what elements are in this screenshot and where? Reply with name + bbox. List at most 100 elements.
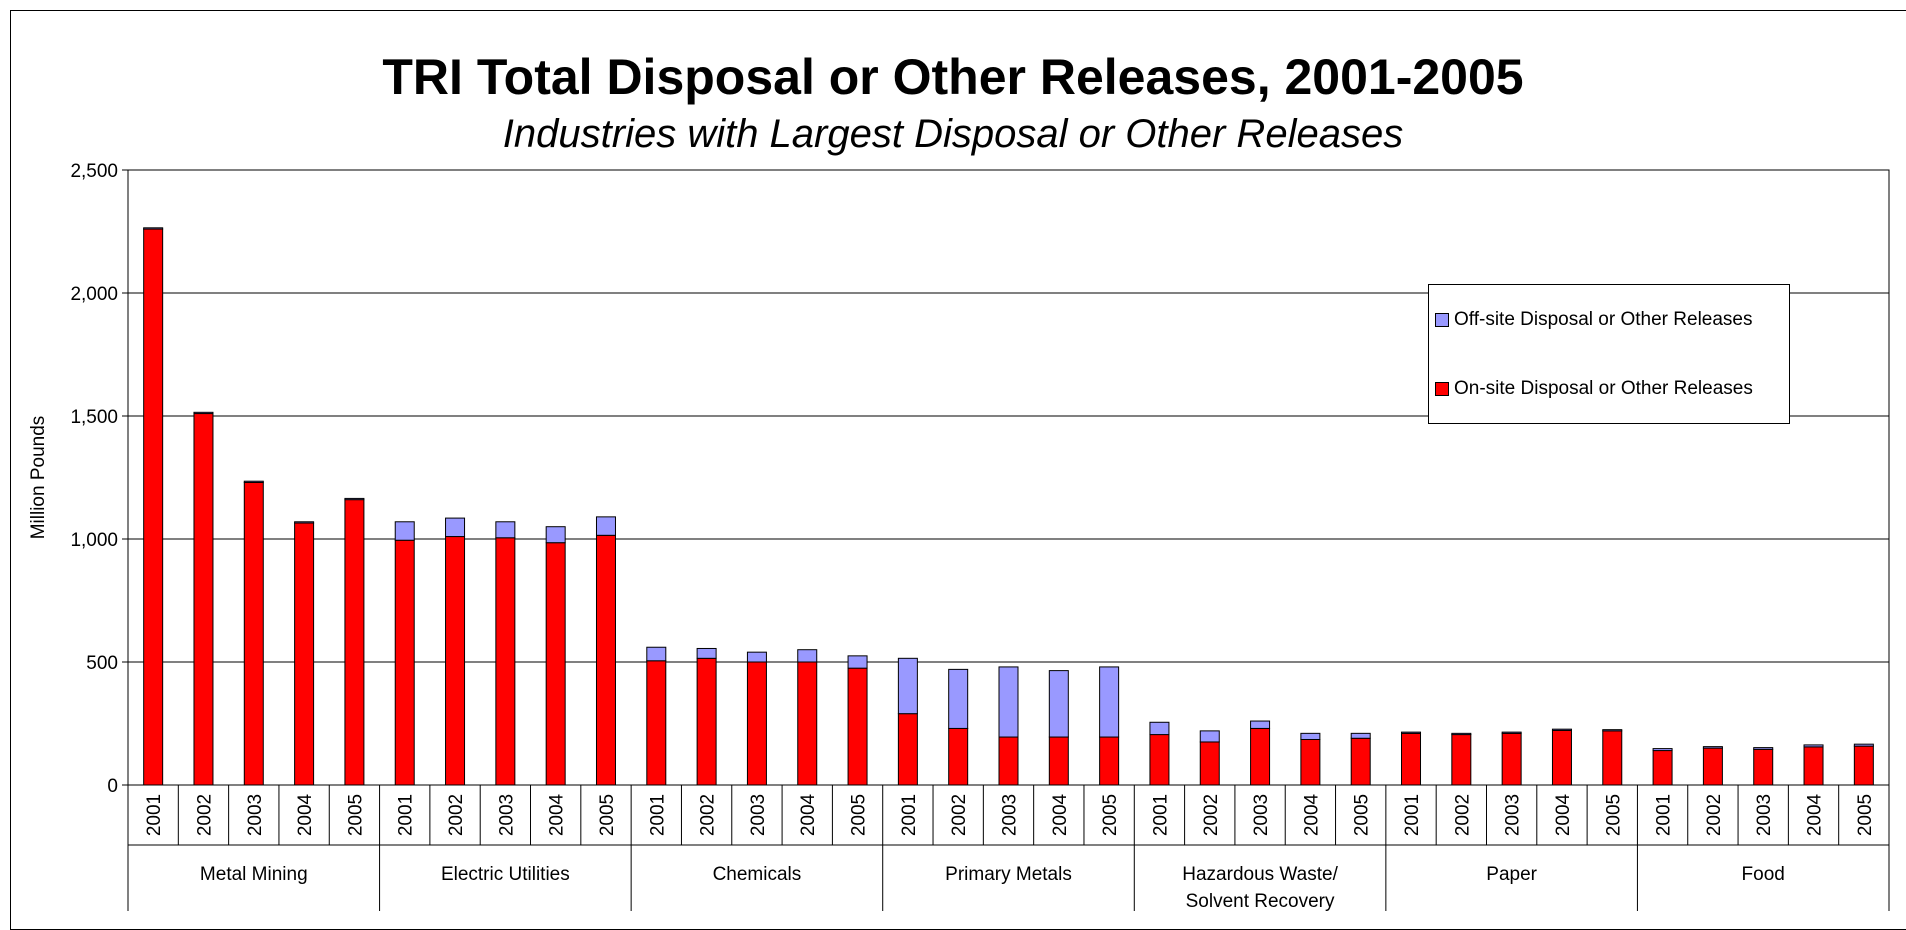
bar-onsite [595,534,616,786]
bar-offsite [595,516,616,536]
x-tick-label-year: 2003 [1754,794,1775,836]
bar-offsite [998,666,1019,738]
x-group-label: Food [1742,864,1785,885]
x-tick-label-year: 2003 [1503,794,1524,836]
bar-onsite [294,522,315,786]
x-tick-label-year: 2001 [144,794,165,836]
x-tick-label-year: 2001 [396,794,417,836]
y-tick-label: 0 [107,776,118,797]
bar-offsite [344,497,365,501]
bar-offsite [847,655,868,669]
bar-onsite [1401,732,1422,786]
x-tick-label-year: 2005 [1855,794,1876,836]
x-tick-label-year: 2005 [345,794,366,836]
bar-onsite [948,727,969,786]
x-tick-label-year: 2003 [1000,794,1021,836]
legend-swatch-onsite [1435,382,1449,396]
bar-offsite [696,647,717,659]
bar-onsite [1551,729,1572,786]
x-tick-label-year: 2004 [1805,793,1826,836]
x-tick-label-year: 2002 [949,794,970,836]
x-tick-label-year: 2001 [1150,794,1171,836]
y-axis-label: Million Pounds [28,416,49,540]
legend: Off-site Disposal or Other Releases On-s… [1428,284,1790,424]
x-tick-label-year: 2001 [1402,794,1423,836]
bar-offsite [1401,731,1422,734]
x-tick-label-year: 2005 [1603,794,1624,836]
bar-onsite [1350,737,1371,786]
legend-swatch-offsite [1435,313,1449,327]
legend-item-onsite: On-site Disposal or Other Releases [1435,378,1753,400]
bar-offsite [1551,728,1572,731]
bar-offsite [495,521,516,539]
bar-offsite [143,227,164,230]
bar-onsite [394,539,415,786]
bar-offsite [948,668,969,729]
bar-onsite [696,657,717,786]
bar-onsite [1753,748,1774,786]
x-group-label: Paper [1486,864,1537,885]
x-tick-label-year: 2003 [1251,794,1272,836]
bar-offsite [1099,666,1120,738]
bar-onsite [1803,746,1824,786]
x-tick-label-year: 2004 [798,793,819,836]
x-tick-label-year: 2003 [245,794,266,836]
bar-offsite [1702,746,1723,749]
bar-offsite [1048,670,1069,738]
bar-onsite [545,542,566,786]
x-tick-label-year: 2004 [1301,793,1322,836]
bar-offsite [1853,743,1874,747]
chart-subtitle: Industries with Largest Disposal or Othe… [502,112,1404,156]
legend-item-offsite: Off-site Disposal or Other Releases [1435,309,1753,331]
legend-label-onsite: On-site Disposal or Other Releases [1454,378,1753,399]
bar-onsite [797,661,818,786]
y-tick-label: 1,500 [70,407,118,428]
legend-label-offsite: Off-site Disposal or Other Releases [1454,309,1753,330]
y-tick-label: 2,000 [70,284,118,305]
bar-onsite [1300,738,1321,786]
bar-offsite [1149,721,1170,736]
bar-offsite [243,480,264,483]
x-group-label: Primary Metals [945,864,1072,885]
bar-onsite [1099,736,1120,786]
bar-onsite [1602,730,1623,786]
bar-onsite [1652,750,1673,786]
bar-onsite [495,537,516,786]
bar-onsite [344,499,365,786]
bar-onsite [847,667,868,786]
bar-offsite [1501,731,1522,734]
chart-canvas: 0 500 1,000 1,500 2,000 2,500 Million Pounds 20… [28,161,1890,911]
bar-onsite [1149,734,1170,786]
bar-onsite [1702,747,1723,786]
x-tick-label-year: 2005 [1352,794,1373,836]
bar-offsite [294,521,315,524]
x-group-label: Chemicals [713,864,802,885]
bar-offsite [545,526,566,544]
bar-onsite [897,713,918,786]
bar-offsite [1652,748,1673,752]
y-tick-label: 1,000 [70,530,118,551]
y-tick-label: 500 [86,653,118,674]
bar-offsite [394,521,415,541]
bar-offsite [1803,744,1824,748]
x-tick-label-year: 2004 [1050,793,1071,836]
x-tick-label-year: 2003 [496,794,517,836]
x-tick-label-year: 2005 [1100,794,1121,836]
bar-offsite [1250,720,1271,729]
bar-offsite [1350,732,1371,739]
x-tick-label-year: 2004 [547,793,568,836]
x-group-label: Solvent Recovery [1186,891,1335,911]
bar-offsite [1451,732,1472,736]
bar-onsite [746,661,767,786]
bar-onsite [1048,736,1069,786]
x-group-label: Electric Utilities [441,864,570,885]
bar-onsite [1199,741,1220,786]
x-tick-label-year: 2002 [1704,794,1725,836]
bar-offsite [746,651,767,663]
x-tick-label-year: 2005 [849,794,870,836]
bar-onsite [1501,732,1522,786]
chart-title: TRI Total Disposal or Other Releases, 20… [382,49,1524,105]
x-group-label: Hazardous Waste/ [1182,864,1338,885]
bar-onsite [646,660,667,786]
bar-onsite [143,228,164,786]
